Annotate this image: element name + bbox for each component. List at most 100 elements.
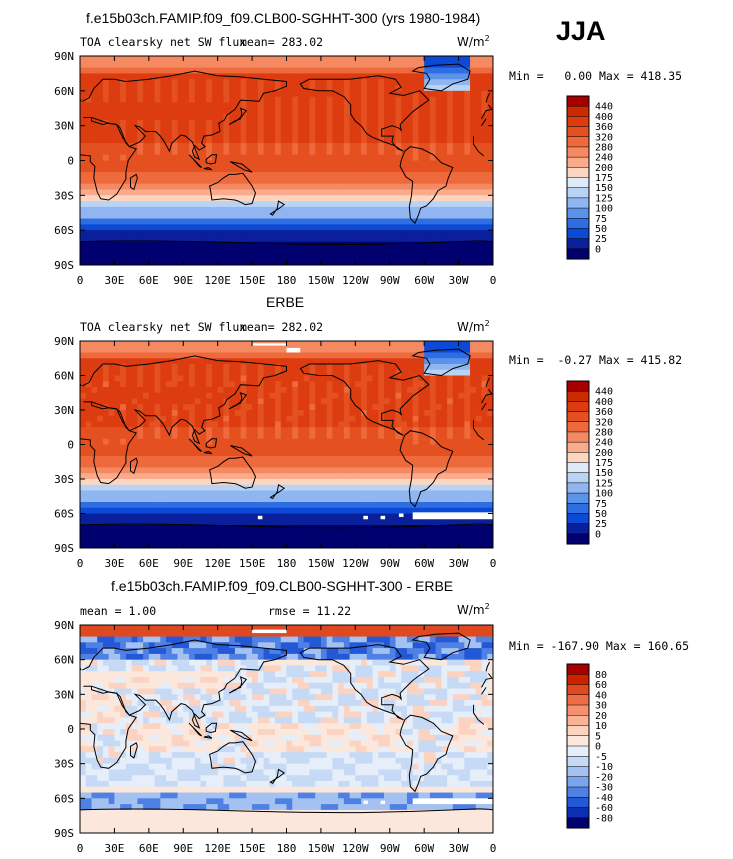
field-cell: [125, 358, 133, 365]
field-cell: [120, 235, 127, 243]
field-cell: [80, 183, 87, 190]
field-cell: [166, 438, 173, 445]
field-cell: [389, 177, 396, 185]
field-cell: [297, 73, 305, 80]
field-cell: [320, 392, 328, 399]
field-cell: [280, 467, 287, 474]
field-cell: [102, 247, 110, 254]
field-cell: [125, 346, 133, 353]
field-cell: [188, 102, 196, 109]
field-cell: [424, 96, 431, 103]
field-cell: [349, 513, 356, 520]
field-cell: [309, 513, 316, 520]
field-cell: [263, 230, 270, 237]
field-cell: [194, 154, 201, 161]
field-cell: [257, 154, 264, 161]
field-cell: [384, 189, 391, 196]
field-cell: [378, 108, 385, 115]
colorbar-swatch: [566, 116, 590, 128]
field-cell: [263, 148, 270, 156]
field-cell: [303, 195, 310, 202]
field-cell: [424, 154, 431, 161]
field-cell: [280, 131, 287, 138]
field-cell: [143, 467, 150, 474]
field-cell: [166, 259, 173, 266]
field-cell: [389, 392, 396, 399]
field-cell: [361, 201, 368, 208]
field-cell: [355, 96, 362, 103]
field-cell: [355, 427, 362, 434]
field-cell: [372, 502, 379, 509]
field-cell: [395, 410, 402, 417]
field-cell: [401, 108, 408, 115]
field-cell: [424, 490, 431, 497]
field-cell: [200, 85, 207, 92]
field-cell: [148, 427, 155, 434]
field-cell: [166, 490, 173, 497]
field-cell: [102, 450, 110, 457]
field-cell: [338, 218, 345, 225]
field-cell: [286, 177, 293, 185]
field-cell: [166, 375, 173, 382]
field-cell: [154, 148, 161, 156]
field-cell: [125, 364, 133, 371]
field-cell: [252, 519, 259, 526]
field-cell: [384, 195, 391, 202]
field-cell: [412, 473, 419, 480]
colorbar-frame: [566, 95, 590, 260]
field-cell: [257, 398, 264, 405]
field-cell: [401, 195, 408, 202]
field-cell: [223, 421, 230, 428]
field-cell: [125, 206, 133, 214]
field-cell: [366, 85, 373, 92]
field-cell: [464, 467, 471, 474]
field-cell: [257, 392, 264, 399]
field-cell: [320, 427, 328, 434]
field-cell: [303, 172, 310, 179]
field-cell: [160, 201, 167, 208]
field-cell: [384, 392, 391, 399]
field-cell: [297, 148, 305, 156]
field-cell: [125, 154, 133, 161]
field-cell: [108, 114, 115, 121]
field-cell: [286, 404, 293, 411]
field-cell: [320, 119, 328, 127]
field-cell: [280, 375, 287, 382]
field-cell: [154, 479, 161, 486]
field-cell: [286, 102, 293, 109]
field-cell: [275, 218, 282, 225]
field-cell: [361, 154, 368, 161]
field-cell: [80, 259, 87, 266]
field-cell: [194, 467, 201, 474]
field-cell: [303, 381, 310, 388]
field-cell: [338, 224, 345, 231]
field-cell: [452, 364, 459, 371]
field-cell: [418, 467, 425, 474]
field-cell: [166, 502, 173, 509]
field-cell: [200, 392, 207, 399]
field-cell: [280, 381, 287, 388]
field-cell: [177, 79, 184, 86]
field-cell: [286, 96, 293, 103]
field-cell: [234, 90, 242, 98]
field-cell: [343, 490, 350, 497]
field-cell: [160, 206, 167, 214]
field-cell: [332, 166, 339, 173]
field-cell: [120, 346, 127, 353]
field-cell: [452, 392, 459, 399]
field-cell: [120, 358, 127, 365]
field-cell: [418, 235, 425, 243]
field-cell: [372, 496, 379, 503]
field-cell: [332, 224, 339, 231]
field-cell: [481, 114, 488, 121]
field-cell: [80, 137, 87, 144]
colorbar-level-label: 175: [595, 173, 613, 184]
colorbar-swatch: [566, 248, 590, 260]
field-cell: [412, 484, 419, 491]
field-cell: [441, 358, 448, 365]
field-cell: [343, 398, 350, 405]
field-cell: [246, 148, 253, 156]
field-cell: [166, 398, 173, 405]
field-cell: [378, 183, 385, 190]
field-cell: [131, 490, 138, 497]
